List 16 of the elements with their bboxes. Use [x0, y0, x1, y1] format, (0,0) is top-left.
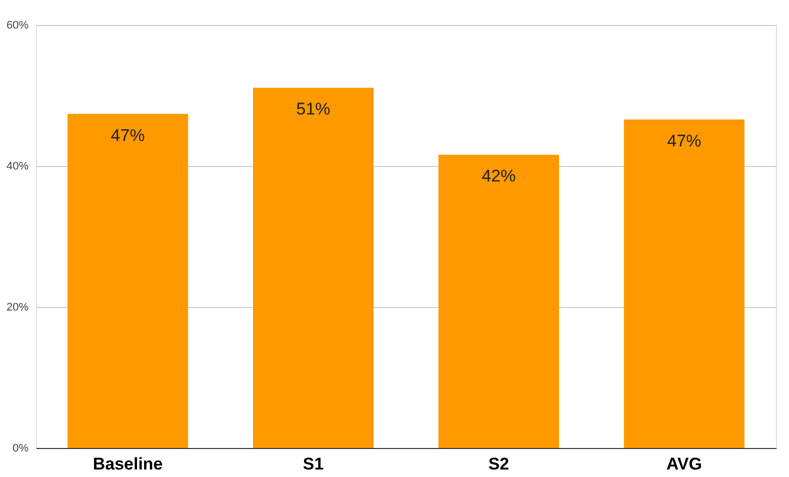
- data-label: 51%: [296, 100, 330, 119]
- bar: [68, 114, 188, 448]
- y-tick-label: 40%: [6, 160, 29, 172]
- bar: [438, 154, 560, 448]
- x-tick-label: AVG: [666, 454, 702, 474]
- y-tick-label: 60%: [6, 20, 29, 32]
- x-tick-label: Baseline: [92, 454, 163, 474]
- bar: [252, 88, 374, 448]
- data-label: 42%: [482, 166, 516, 186]
- x-tick-label: S1: [302, 454, 324, 474]
- data-label: 47%: [110, 126, 145, 145]
- x-tick-label: S2: [488, 454, 510, 474]
- data-label: 47%: [667, 131, 702, 150]
- y-tick-label: 0%: [12, 442, 29, 454]
- y-tick-label: 20%: [6, 302, 29, 314]
- bar: [624, 119, 744, 448]
